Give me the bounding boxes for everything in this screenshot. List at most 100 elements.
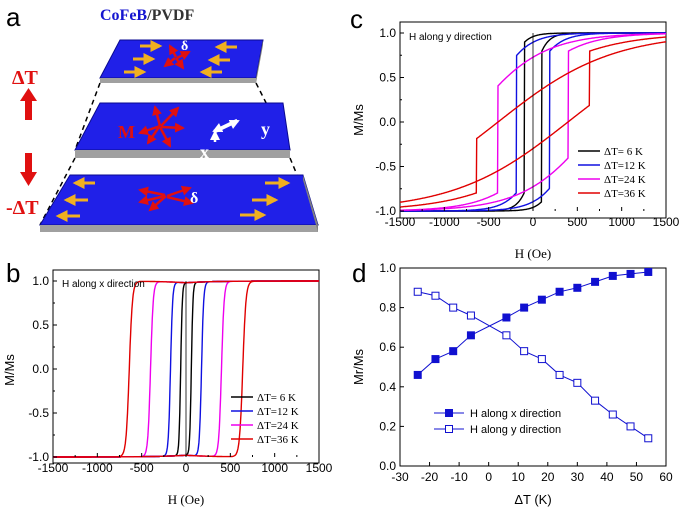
delta-symbol-top: δ bbox=[181, 39, 188, 54]
data-point-marker bbox=[431, 355, 440, 364]
x-tick-label: -1000 bbox=[429, 215, 460, 229]
panel-d-chart: d -30 -20 -10 0 10 20 30 40 50 60 0.0 0.2 0.4 0.6 0.8 1… bbox=[351, 258, 673, 507]
x-tick-label: 30 bbox=[571, 470, 585, 484]
x-tick-label: 0 bbox=[530, 215, 537, 229]
delta-t-minus-label: -ΔT bbox=[6, 197, 39, 219]
legend-swatch-marker bbox=[445, 425, 453, 433]
y-tick-label: 0.0 bbox=[379, 459, 396, 473]
y-tick-label: 0.0 bbox=[379, 115, 396, 129]
axes: -30 -20 -10 0 10 20 30 40 50 60 0.0 0.2 0.4 0.6 0.8 1.0 bbox=[379, 261, 673, 484]
data-point-marker bbox=[449, 303, 458, 312]
series-line bbox=[417, 271, 649, 376]
up-arrow-icon bbox=[20, 88, 37, 120]
data-point-marker bbox=[466, 331, 475, 340]
legend-entry: ΔT=36 K bbox=[604, 188, 646, 200]
material-pvdf-label: PVDF bbox=[152, 7, 195, 24]
data-point-marker bbox=[431, 291, 440, 300]
y-tick-label: 0.0 bbox=[32, 362, 49, 376]
x-tick-label: -1500 bbox=[38, 461, 69, 475]
x-tick-label: 1500 bbox=[653, 215, 680, 229]
x-tick-label: -500 bbox=[130, 461, 154, 475]
data-point-marker bbox=[644, 267, 653, 276]
x-tick-label: 500 bbox=[567, 215, 587, 229]
x-tick-label: -1500 bbox=[385, 215, 416, 229]
x-tick-label: -30 bbox=[391, 470, 409, 484]
panel-label-a: a bbox=[6, 2, 21, 32]
y-tick-label: -0.5 bbox=[28, 406, 49, 420]
data-point-marker bbox=[537, 355, 546, 364]
data-point-marker bbox=[644, 434, 653, 443]
top-film-layer: δ bbox=[99, 39, 264, 83]
y-tick-label: 0.8 bbox=[379, 301, 396, 315]
bottom-film-layer: δ bbox=[39, 174, 319, 232]
x-axis-title: H (Oe) bbox=[168, 492, 204, 507]
data-point-marker bbox=[573, 378, 582, 387]
delta-t-plus-label: ΔT bbox=[12, 67, 39, 89]
data-point-marker bbox=[537, 295, 546, 304]
y-tick-label: 1.0 bbox=[379, 261, 396, 275]
x-tick-label: -20 bbox=[421, 470, 439, 484]
down-arrow-icon bbox=[20, 153, 37, 186]
data-point-marker bbox=[555, 287, 564, 296]
data-point-marker bbox=[466, 311, 475, 320]
x-tick-label: -1000 bbox=[82, 461, 113, 475]
plot-frame bbox=[399, 21, 667, 219]
x-tick-label: 60 bbox=[659, 470, 673, 484]
y-tick-label: -0.5 bbox=[375, 160, 396, 174]
legend-entry: ΔT=24 K bbox=[257, 420, 299, 432]
data-point-marker bbox=[520, 303, 529, 312]
x-axis-title: H (Oe) bbox=[515, 246, 551, 261]
y-axis-arrow-back-icon bbox=[212, 118, 238, 133]
data-point-marker bbox=[608, 271, 617, 280]
red-moment-arrows-middle bbox=[138, 105, 185, 148]
y-tick-label: 1.0 bbox=[379, 26, 396, 40]
data-point-marker bbox=[502, 331, 511, 340]
x-tick-label: 50 bbox=[630, 470, 644, 484]
legend-entry: H along y direction bbox=[470, 424, 561, 436]
magnetization-label: M bbox=[118, 122, 135, 142]
data-point-marker bbox=[449, 347, 458, 356]
y-tick-label: 0.2 bbox=[379, 419, 396, 433]
y-tick-label: -1.0 bbox=[375, 204, 396, 218]
data-point-marker bbox=[591, 277, 600, 286]
data-point-marker bbox=[626, 269, 635, 278]
data-point-marker bbox=[591, 396, 600, 405]
x-tick-label: 0 bbox=[485, 470, 492, 484]
y-tick-label: 1.0 bbox=[32, 274, 49, 288]
legend-entry: ΔT= 6 K bbox=[604, 146, 643, 158]
direction-annotation: H along x direction bbox=[62, 279, 145, 290]
data-point-marker bbox=[413, 370, 422, 379]
legend-entry: ΔT= 6 K bbox=[257, 392, 296, 404]
material-cofeb-label: CoFeB bbox=[100, 7, 147, 24]
data-series bbox=[413, 267, 653, 443]
legend: ΔT= 6 K ΔT=12 K ΔT=24 K ΔT=36 K bbox=[231, 392, 299, 446]
y-axis-title: M/Ms bbox=[351, 104, 366, 136]
x-tick-label: 1000 bbox=[608, 215, 635, 229]
y-tick-label: 0.6 bbox=[379, 340, 396, 354]
panel-label-c: c bbox=[350, 4, 363, 34]
direction-annotation: H along y direction bbox=[409, 32, 492, 43]
data-point-marker bbox=[413, 287, 422, 296]
panel-a-schematic: a CoFeB/PVDF δ bbox=[6, 2, 319, 232]
y-tick-label: 0.5 bbox=[32, 318, 49, 332]
panel-a-title: CoFeB/PVDF bbox=[100, 7, 194, 24]
plot-frame bbox=[399, 267, 667, 467]
x-tick-label: 1500 bbox=[306, 461, 333, 475]
x-axis-label: x bbox=[200, 142, 209, 162]
x-tick-label: 40 bbox=[600, 470, 614, 484]
y-axis-title: M/Ms bbox=[2, 354, 17, 386]
panel-label-b: b bbox=[6, 258, 20, 288]
x-tick-label: -500 bbox=[477, 215, 501, 229]
data-point-marker bbox=[608, 410, 617, 419]
legend-entry: ΔT=24 K bbox=[604, 174, 646, 186]
data-point-marker bbox=[502, 313, 511, 322]
y-tick-label: 0.4 bbox=[379, 380, 396, 394]
y-axis-label: y bbox=[261, 119, 270, 139]
delta-symbol-bottom: δ bbox=[190, 190, 198, 207]
data-point-marker bbox=[555, 370, 564, 379]
legend-entry: H along x direction bbox=[470, 408, 561, 420]
legend: ΔT= 6 K ΔT=12 K ΔT=24 K ΔT=36 K bbox=[578, 146, 646, 200]
red-moment-arrows-bottom bbox=[138, 185, 194, 212]
legend-entry: ΔT=36 K bbox=[257, 434, 299, 446]
